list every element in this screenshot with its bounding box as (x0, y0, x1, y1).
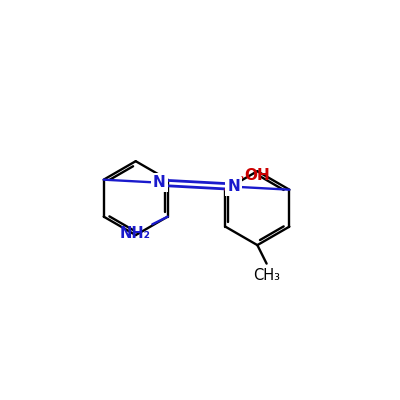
Text: OH: OH (244, 168, 270, 183)
Text: N: N (153, 175, 166, 190)
Text: N: N (227, 179, 240, 194)
Text: NH₂: NH₂ (120, 226, 151, 241)
Text: CH₃: CH₃ (253, 268, 280, 283)
